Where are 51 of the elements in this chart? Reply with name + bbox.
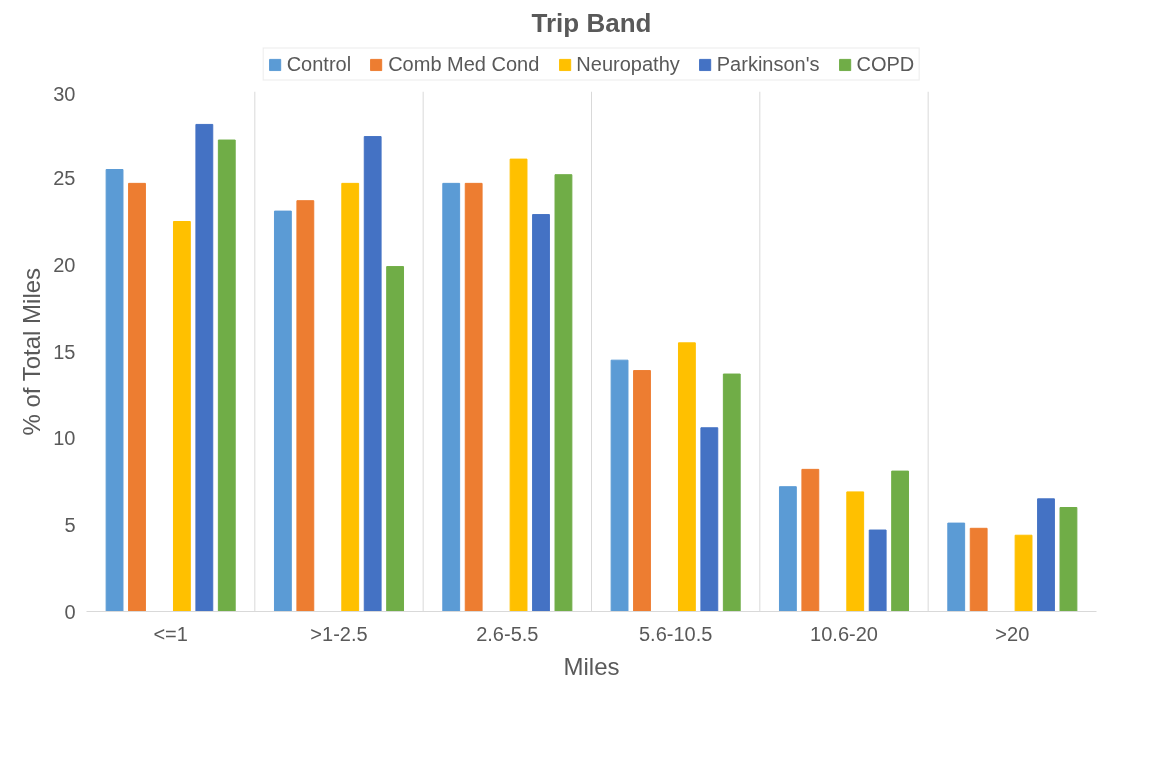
bar <box>722 373 741 612</box>
bar <box>846 491 865 612</box>
x-tick-label: >20 <box>995 622 1030 645</box>
bar <box>801 468 820 612</box>
bar <box>464 182 483 612</box>
bar <box>778 486 797 612</box>
bar <box>105 169 124 612</box>
bar <box>868 529 887 612</box>
y-tick-label: 0 <box>64 600 76 623</box>
bar <box>442 182 461 612</box>
bar <box>554 174 573 612</box>
legend-label: COPD <box>856 52 915 76</box>
bar <box>217 139 236 612</box>
y-tick-label: 5 <box>64 513 76 536</box>
bar <box>969 527 988 612</box>
x-tick-label: 2.6-5.5 <box>476 622 539 645</box>
bar <box>195 123 214 612</box>
bar <box>700 427 719 612</box>
bar <box>363 136 382 612</box>
legend-label: Control <box>286 52 352 76</box>
y-tick-label: 10 <box>53 427 76 450</box>
bar <box>273 210 292 612</box>
bar <box>128 182 146 612</box>
x-tick-label: <=1 <box>153 622 188 645</box>
y-tick-label: 15 <box>53 340 76 363</box>
y-axis-title: % of Total Miles <box>18 267 46 436</box>
y-tick-label: 25 <box>53 167 76 190</box>
bar <box>610 359 629 612</box>
x-axis-title: Miles <box>563 652 620 680</box>
legend-label: Comb Med Cond <box>388 52 540 76</box>
x-tick-label: >1-2.5 <box>310 622 368 645</box>
bar <box>386 266 405 612</box>
bar <box>947 522 966 612</box>
bar <box>532 214 550 612</box>
legend-label: Neuropathy <box>576 52 680 76</box>
y-tick-label: 30 <box>53 82 76 105</box>
x-tick-label: 5.6-10.5 <box>638 622 713 645</box>
bar <box>172 221 191 612</box>
chart-title: Trip Band <box>531 7 652 38</box>
x-tick-label: 10.6-20 <box>810 622 878 645</box>
bar <box>891 470 910 612</box>
bar <box>1059 507 1078 612</box>
y-tick-label: 20 <box>53 253 76 276</box>
bar <box>677 342 696 612</box>
bar <box>341 182 360 612</box>
bar <box>296 200 315 612</box>
bar <box>633 370 651 612</box>
legend-label: Parkinson's <box>716 52 820 76</box>
bar <box>1014 534 1033 612</box>
bar <box>1037 498 1055 612</box>
bar <box>509 158 528 612</box>
